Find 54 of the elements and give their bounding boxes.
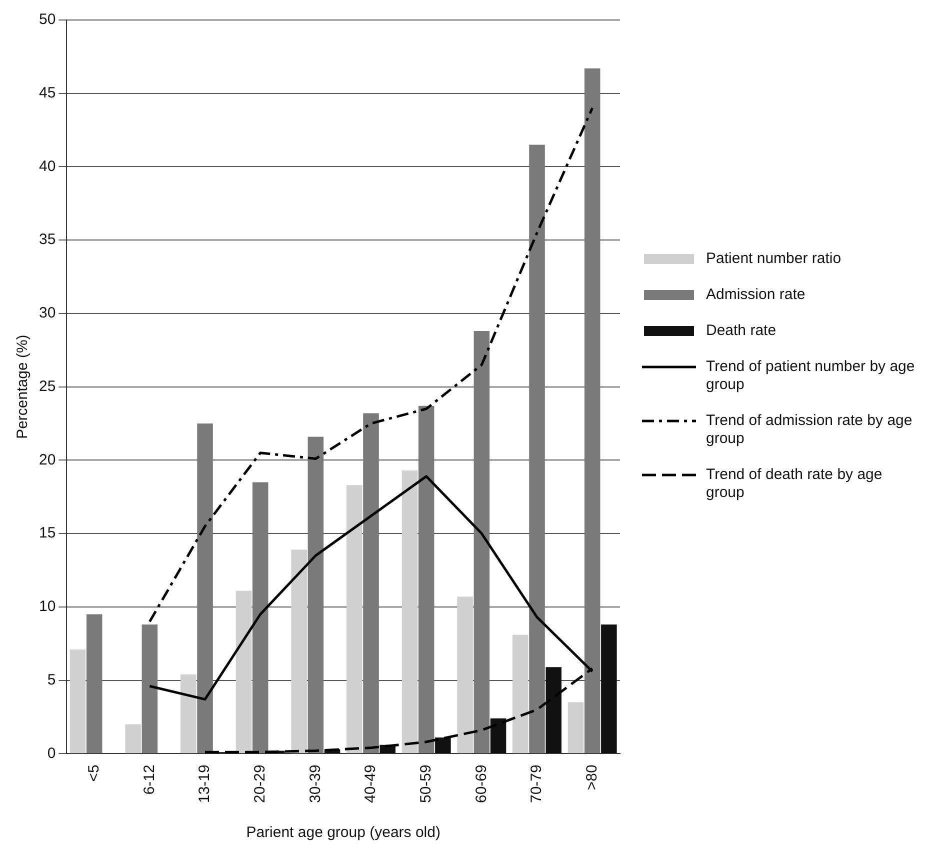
y-axis-title: Percentage (%) (14, 334, 32, 439)
x-tick-label: 30-39 (306, 764, 324, 804)
y-tick-label: 35 (38, 231, 56, 248)
y-tick-label: 10 (38, 598, 56, 616)
bar (601, 624, 617, 754)
x-tick-label: 13-19 (196, 764, 214, 804)
x-tick-label: <5 (85, 764, 102, 782)
bar (236, 590, 252, 754)
bar (252, 482, 268, 754)
bar (568, 702, 584, 754)
x-tick-label: 50-59 (417, 764, 434, 804)
legend-label: Trend of death rate by age group (706, 466, 884, 502)
legend-label: Death rate (706, 322, 778, 340)
bar (457, 596, 473, 754)
y-tick-label: 5 (47, 671, 56, 688)
y-tick-label: 45 (38, 84, 56, 102)
line-series (148, 106, 594, 623)
x-tick-label: 40-49 (362, 764, 380, 804)
legend-label: Patient number ratio (706, 250, 842, 268)
bar (529, 144, 545, 754)
y-tick-label: 0 (47, 744, 56, 762)
bar (363, 413, 379, 754)
bar (490, 718, 506, 754)
bar (546, 667, 562, 754)
bar (474, 331, 490, 754)
y-tick-label: 50 (38, 11, 56, 28)
x-tick-label: 70-79 (528, 764, 546, 804)
bar (70, 649, 86, 754)
x-axis-title: Parient age group (years old) (246, 824, 440, 842)
y-tick-label: 20 (38, 451, 56, 468)
bar (180, 674, 196, 754)
bar (125, 724, 141, 754)
bar (142, 624, 158, 754)
bar (402, 470, 418, 754)
x-tick-label: 20-29 (251, 764, 268, 804)
bar (584, 68, 600, 754)
bar (435, 737, 451, 754)
y-tick-label: 40 (38, 158, 56, 175)
bar (418, 406, 434, 754)
bar (346, 485, 362, 754)
x-tick-label: 6-12 (140, 764, 158, 795)
y-tick-label: 15 (38, 524, 56, 542)
legend-label: Admission rate (706, 286, 806, 304)
bar (86, 614, 102, 754)
x-tick-label: >80 (583, 764, 600, 790)
legend-label: Trend of admission rate by age group (706, 412, 914, 448)
bar (512, 634, 528, 754)
y-tick-label: 30 (38, 304, 56, 322)
bar (308, 436, 324, 754)
bar (291, 550, 307, 754)
legend-label: Trend of patient number by age group (706, 358, 916, 394)
x-tick-label: 60-69 (472, 764, 490, 804)
bar (197, 424, 213, 754)
y-tick-label: 25 (38, 378, 56, 395)
